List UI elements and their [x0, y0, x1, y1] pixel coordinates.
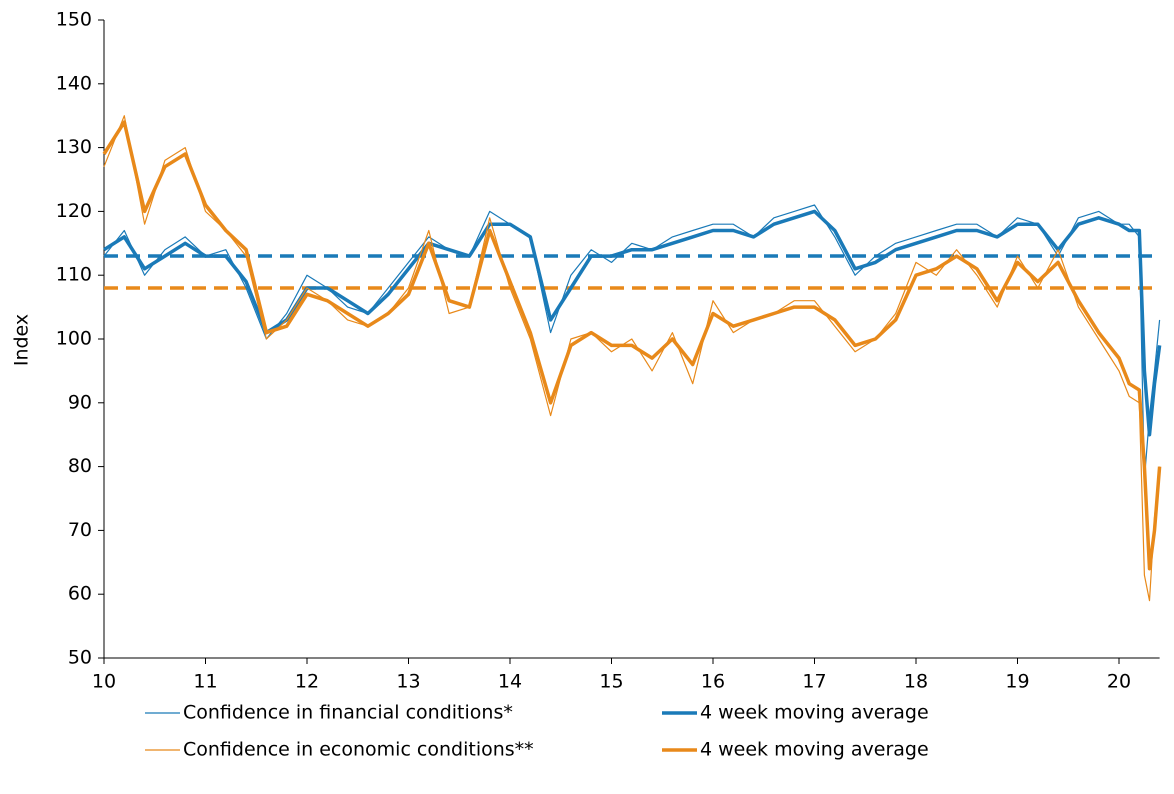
x-tick-label: 15 [599, 671, 623, 693]
x-tick-label: 10 [92, 671, 116, 693]
y-axis-label: Index [11, 314, 33, 366]
series-line [102, 120, 1162, 571]
y-tick-label: 150 [56, 9, 92, 31]
x-tick-label: 20 [1107, 671, 1131, 693]
y-tick-label: 70 [68, 519, 92, 541]
y-tick-label: 60 [68, 583, 92, 605]
x-tick-label: 16 [701, 671, 725, 693]
y-tick-label: 90 [68, 391, 92, 413]
x-tick-label: 13 [396, 671, 420, 693]
legend-label: Confidence in economic conditions** [183, 739, 534, 761]
x-tick-label: 18 [904, 671, 928, 693]
legend-label: Confidence in financial conditions* [183, 702, 513, 724]
y-tick-label: 120 [56, 200, 92, 222]
y-tick-label: 50 [68, 647, 92, 669]
legend-label: 4 week moving average [700, 739, 929, 761]
x-tick-label: 17 [802, 671, 826, 693]
series-line [103, 115, 1161, 602]
x-tick-label: 12 [295, 671, 319, 693]
y-tick-label: 80 [68, 455, 92, 477]
x-tick-label: 14 [498, 671, 522, 693]
legend-label: 4 week moving average [700, 702, 929, 724]
y-tick-label: 130 [56, 136, 92, 158]
x-tick-label: 19 [1005, 671, 1029, 693]
series-line [103, 204, 1161, 480]
y-tick-label: 100 [56, 328, 92, 350]
y-tick-label: 140 [56, 72, 92, 94]
x-tick-label: 11 [193, 671, 217, 693]
y-tick-label: 110 [56, 264, 92, 286]
